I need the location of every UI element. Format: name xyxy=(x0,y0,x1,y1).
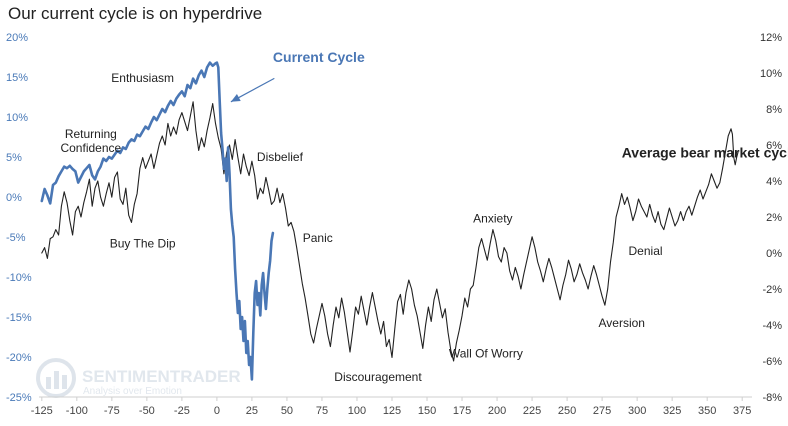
chart-title: Our current cycle is on hyperdrive xyxy=(8,4,263,23)
phase-annotation: Buy The Dip xyxy=(110,237,176,251)
x-tick-label: -50 xyxy=(139,405,155,417)
left-axis-tick-label: 5% xyxy=(6,152,22,164)
x-tick-label: 150 xyxy=(418,405,436,417)
x-tick-label: 300 xyxy=(628,405,646,417)
phase-annotation: Aversion xyxy=(598,316,644,330)
x-tick-label: 200 xyxy=(488,405,506,417)
left-axis-tick-label: 10% xyxy=(6,112,28,124)
phase-annotation-line: Denial xyxy=(629,244,663,258)
right-axis-tick-label: 12% xyxy=(760,32,782,44)
phase-annotation: Enthusiasm xyxy=(111,71,174,85)
phase-annotation-line: Disbelief xyxy=(257,150,304,164)
series-line-average-bear-market-cycle xyxy=(41,101,739,362)
left-axis-tick-label: 15% xyxy=(6,72,28,84)
axes: -125 -100 -75 -50 -25 0 25 50 75 100 125 150 175 200 2… xyxy=(6,32,782,417)
series-label: Average bear market cycle xyxy=(622,145,788,161)
left-axis-tick-label: -20% xyxy=(6,352,32,364)
right-axis-tick-label: 2% xyxy=(766,212,782,224)
callout-arrow-head xyxy=(230,94,241,102)
left-axis-tick-label: 0% xyxy=(6,192,22,204)
watermark: SENTIMENTRADER Analysis over Emotion xyxy=(36,358,241,398)
phase-annotation: Discouragement xyxy=(334,370,422,384)
phase-annotation-line: Wall Of Worry xyxy=(449,346,523,360)
series-line-current-cycle xyxy=(40,61,275,381)
x-tick-label: 125 xyxy=(383,405,401,417)
right-axis-tick-label: 8% xyxy=(766,104,782,116)
left-axis-tick-label: -25% xyxy=(6,392,32,404)
right-axis-tick-label: 0% xyxy=(766,248,782,260)
phase-annotation-line: Enthusiasm xyxy=(111,71,174,85)
watermark-logo-icon xyxy=(36,358,76,398)
phase-annotation: Denial xyxy=(629,244,663,258)
x-tick-label: 325 xyxy=(663,405,681,417)
phase-annotation-line: Confidence xyxy=(60,141,121,155)
phase-annotation-line: Returning xyxy=(65,127,117,141)
left-axis-tick-label: -15% xyxy=(6,312,32,324)
x-tick-label: 250 xyxy=(558,405,576,417)
x-tick-label: 350 xyxy=(698,405,716,417)
x-tick-label: 25 xyxy=(246,405,258,417)
x-tick-label: 375 xyxy=(733,405,751,417)
x-tick-label: 75 xyxy=(316,405,328,417)
right-axis-tick-label: 6% xyxy=(766,140,782,152)
annotation-layer: Current Cycle Average bear market cycle Re… xyxy=(60,49,788,384)
phase-annotation-line: Aversion xyxy=(598,316,644,330)
x-tick-label: -100 xyxy=(66,405,88,417)
phase-annotation: Returning Confidence xyxy=(60,127,121,155)
phase-annotation-line: Discouragement xyxy=(334,370,422,384)
right-axis-tick-label: 4% xyxy=(766,176,782,188)
right-axis-tick-label: -6% xyxy=(762,356,782,368)
x-tick-label: 100 xyxy=(348,405,366,417)
x-tick-label: 175 xyxy=(453,405,471,417)
right-axis-tick-label: -4% xyxy=(762,320,782,332)
right-axis-tick-label: -2% xyxy=(762,284,782,296)
x-tick-label: -25 xyxy=(174,405,190,417)
x-tick-label: 225 xyxy=(523,405,541,417)
x-tick-label: 0 xyxy=(214,405,220,417)
left-axis-tick-label: -10% xyxy=(6,272,32,284)
phase-annotation-line: Panic xyxy=(303,231,333,245)
watermark-tagline: Analysis over Emotion xyxy=(83,386,182,397)
right-axis-tick-label: -8% xyxy=(762,392,782,404)
left-axis-tick-label: -5% xyxy=(6,232,26,244)
x-tick-label: -125 xyxy=(31,405,53,417)
phase-annotation-line: Anxiety xyxy=(473,211,512,225)
x-tick-label: 50 xyxy=(281,405,293,417)
phase-annotation: Disbelief xyxy=(257,150,304,164)
right-axis-tick-label: 10% xyxy=(760,68,782,80)
phase-annotation: Panic xyxy=(303,231,333,245)
x-tick-label: 275 xyxy=(593,405,611,417)
series-layer xyxy=(40,61,739,381)
phase-annotation: Wall Of Worry xyxy=(449,346,523,360)
phase-annotation-line: Buy The Dip xyxy=(110,237,176,251)
left-axis-tick-label: 20% xyxy=(6,32,28,44)
series-label: Current Cycle xyxy=(273,49,365,65)
x-tick-label: -75 xyxy=(104,405,120,417)
watermark-brand: SENTIMENTRADER xyxy=(82,367,241,386)
phase-annotation: Anxiety xyxy=(473,211,512,225)
